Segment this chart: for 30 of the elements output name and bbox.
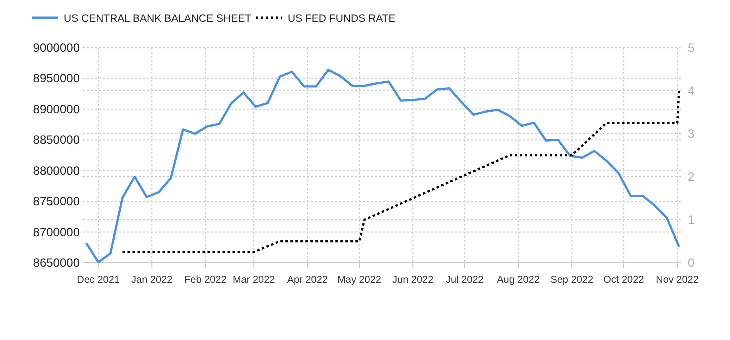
y2-tick-label: 0 xyxy=(688,256,695,270)
x-tick-label: Jul 2022 xyxy=(446,275,484,286)
x-tick-label: Mar 2022 xyxy=(232,275,276,286)
legend-label: US FED FUNDS RATE xyxy=(288,13,396,25)
x-tick-label: Feb 2022 xyxy=(184,275,228,286)
x-tick-label: Jun 2022 xyxy=(392,275,434,286)
y2-tick-label: 1 xyxy=(688,213,695,227)
y2-tick-label: 4 xyxy=(688,84,695,98)
y-tick-label: 8800000 xyxy=(33,164,80,178)
x-tick-label: Jan 2022 xyxy=(132,275,174,286)
y2-tick-label: 2 xyxy=(688,170,695,184)
y2-tick-label: 5 xyxy=(688,41,695,55)
x-tick-label: May 2022 xyxy=(338,275,382,286)
x-tick-label: Aug 2022 xyxy=(497,275,540,286)
legend-label: US CENTRAL BANK BALANCE SHEET xyxy=(64,13,252,25)
y-tick-label: 9000000 xyxy=(33,41,80,55)
x-tick-label: Apr 2022 xyxy=(287,275,328,286)
y-tick-label: 8850000 xyxy=(33,133,80,148)
y-tick-label: 8950000 xyxy=(33,72,80,86)
y-tick-label: 8650000 xyxy=(33,256,80,270)
y-tick-label: 8700000 xyxy=(33,225,80,240)
y-tick-label: 8750000 xyxy=(33,194,80,209)
x-tick-label: Dec 2021 xyxy=(77,275,120,286)
x-tick-label: Sep 2022 xyxy=(550,275,594,286)
line-series xyxy=(85,69,680,264)
y2-tick-label: 3 xyxy=(688,127,695,141)
x-tick-label: Nov 2022 xyxy=(656,275,700,286)
line-series xyxy=(122,90,680,254)
x-tick-label: Oct 2022 xyxy=(604,275,645,286)
y-tick-label: 8900000 xyxy=(33,102,80,116)
